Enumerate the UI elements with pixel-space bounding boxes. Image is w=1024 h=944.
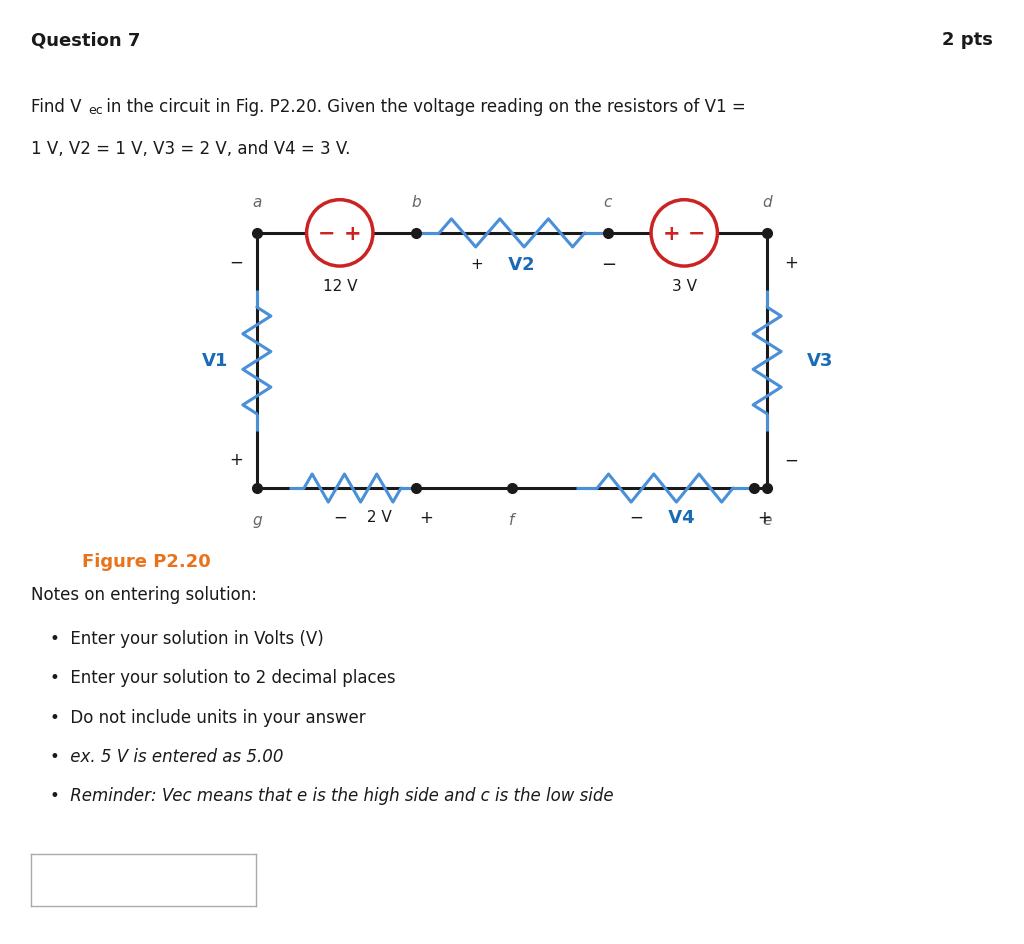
Text: −: − [229,253,244,271]
Text: 2 V: 2 V [362,510,392,525]
Text: +: + [419,508,433,526]
Text: e: e [763,513,772,528]
Text: •  Enter your solution to 2 decimal places: • Enter your solution to 2 decimal place… [50,668,395,686]
Text: V1: V1 [202,352,228,370]
Text: 12 V: 12 V [323,278,357,294]
Text: +: + [471,257,483,272]
Text: −: − [688,224,706,244]
Text: 2 pts: 2 pts [942,31,993,49]
Text: −: − [601,255,616,273]
Text: Figure P2.20: Figure P2.20 [82,552,211,571]
Text: Question 7: Question 7 [31,31,140,49]
Text: g: g [252,513,262,528]
Text: d: d [762,194,772,210]
Text: in the circuit in Fig. P2.20. Given the voltage reading on the resistors of V1 =: in the circuit in Fig. P2.20. Given the … [101,98,746,116]
Circle shape [306,200,373,267]
Text: 1 V, V2 = 1 V, V3 = 2 V, and V4 = 3 V.: 1 V, V2 = 1 V, V3 = 2 V, and V4 = 3 V. [31,141,350,159]
Text: +: + [784,253,799,271]
Text: V4: V4 [662,508,694,526]
Text: •  Do not include units in your answer: • Do not include units in your answer [50,708,366,726]
Text: •  Enter your solution in Volts (V): • Enter your solution in Volts (V) [50,630,324,648]
Text: −: − [630,508,643,526]
Text: V2: V2 [503,255,536,273]
Text: •  ex. 5 V is entered as 5.00: • ex. 5 V is entered as 5.00 [50,748,284,766]
Circle shape [651,200,718,267]
Text: +: + [344,224,361,244]
Text: 3 V: 3 V [672,278,696,294]
Text: +: + [229,451,244,469]
Text: −: − [318,224,336,244]
Text: •  Reminder: Vec means that e is the high side and c is the low side: • Reminder: Vec means that e is the high… [50,786,613,804]
Text: a: a [252,194,261,210]
Text: Notes on entering solution:: Notes on entering solution: [31,585,257,603]
Text: −: − [333,508,347,526]
Text: Find V: Find V [31,98,81,116]
Text: b: b [412,194,421,210]
Text: +: + [663,224,680,244]
Text: c: c [603,194,612,210]
Text: f: f [509,513,515,528]
Text: V3: V3 [807,352,834,370]
Text: ec: ec [88,104,102,117]
Text: +: + [757,508,771,526]
Text: −: − [784,451,799,469]
